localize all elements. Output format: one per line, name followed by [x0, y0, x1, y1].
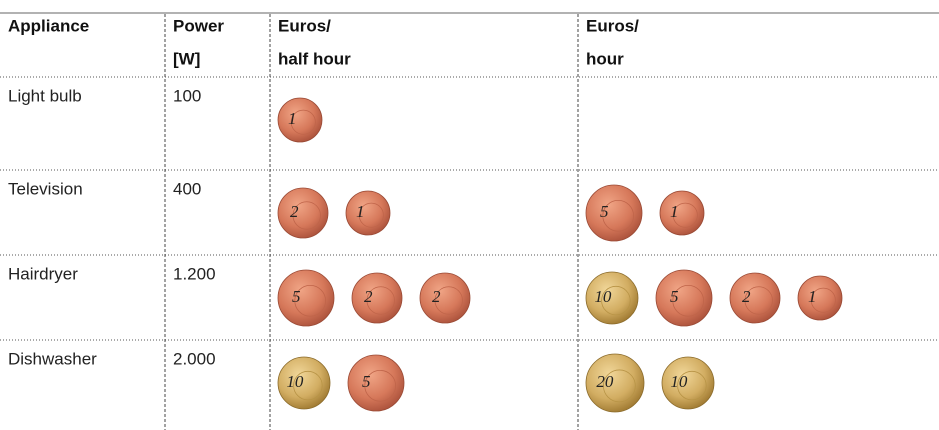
coin-ring — [358, 202, 384, 228]
coin: 5 — [277, 269, 335, 327]
coin: 5 — [655, 269, 713, 327]
coin-body — [585, 184, 643, 242]
coin-body — [659, 190, 705, 236]
coin-ring — [434, 286, 463, 315]
header-text: Euros/ — [278, 16, 331, 35]
coin-value: 2 — [742, 287, 751, 306]
coin-ring — [672, 284, 704, 317]
coin-body — [345, 190, 391, 236]
coin-ring — [366, 286, 395, 315]
header-text: hour — [586, 49, 624, 68]
coin: 2 — [419, 272, 471, 324]
coin-value: 5 — [670, 287, 679, 306]
coin-ring — [677, 370, 707, 401]
coin-ring — [292, 201, 321, 230]
coin: 2 — [729, 272, 781, 324]
coin-ring — [602, 369, 636, 403]
coin-body — [655, 269, 713, 327]
coin-value: 5 — [292, 287, 301, 306]
appliance: Hairdryer — [8, 264, 78, 283]
coin: 10 — [277, 356, 331, 410]
coin: 1 — [797, 275, 843, 321]
coin: 10 — [661, 356, 715, 410]
coin: 1 — [277, 97, 323, 143]
power: 2.000 — [173, 349, 216, 368]
coin-value: 10 — [670, 372, 688, 391]
coin-value: 2 — [290, 202, 299, 221]
coin-ring — [744, 286, 773, 315]
coin-body — [277, 97, 323, 143]
coin-ring — [810, 287, 836, 313]
coin-ring — [290, 109, 316, 135]
coin-body — [661, 356, 715, 410]
coin-body — [351, 272, 403, 324]
coin-body — [277, 187, 329, 239]
coin-ring — [364, 369, 397, 402]
coin: 5 — [347, 354, 405, 412]
coin-ring — [601, 285, 631, 316]
coin-body — [347, 354, 405, 412]
coin: 1 — [345, 190, 391, 236]
coin-value: 2 — [432, 287, 441, 306]
coin-body — [277, 356, 331, 410]
header-text: Euros/ — [586, 16, 639, 35]
coin-ring — [294, 284, 327, 317]
header-text: half hour — [278, 49, 351, 68]
coin-ring — [293, 370, 323, 401]
power: 100 — [173, 86, 201, 105]
coin: 2 — [351, 272, 403, 324]
coin: 5 — [585, 184, 643, 242]
header-text: Power — [173, 16, 224, 35]
header-text: Appliance — [8, 16, 89, 35]
appliance: Light bulb — [8, 86, 82, 105]
coin-value: 1 — [670, 202, 679, 221]
coin-body — [277, 269, 335, 327]
appliance: Television — [8, 179, 83, 198]
coin: 2 — [277, 187, 329, 239]
coin-value: 10 — [594, 287, 612, 306]
coin-value: 1 — [356, 202, 365, 221]
coin-value: 5 — [362, 372, 371, 391]
coin-value: 20 — [596, 372, 614, 391]
coin-value: 2 — [364, 287, 373, 306]
coin-body — [585, 271, 639, 325]
coin-body — [585, 353, 645, 413]
coin-value: 5 — [600, 202, 609, 221]
coin-ring — [602, 200, 634, 232]
coin-body — [419, 272, 471, 324]
coin: 10 — [585, 271, 639, 325]
coin-body — [797, 275, 843, 321]
power: 1.200 — [173, 264, 216, 283]
coin-value: 10 — [286, 372, 304, 391]
coin-body — [729, 272, 781, 324]
coin-value: 1 — [808, 287, 817, 306]
coin: 1 — [659, 190, 705, 236]
power: 400 — [173, 179, 201, 198]
header-text: [W] — [173, 49, 200, 68]
coin: 20 — [585, 353, 645, 413]
coin-value: 1 — [288, 109, 297, 128]
coin-ring — [672, 202, 698, 228]
appliance: Dishwasher — [8, 349, 97, 368]
